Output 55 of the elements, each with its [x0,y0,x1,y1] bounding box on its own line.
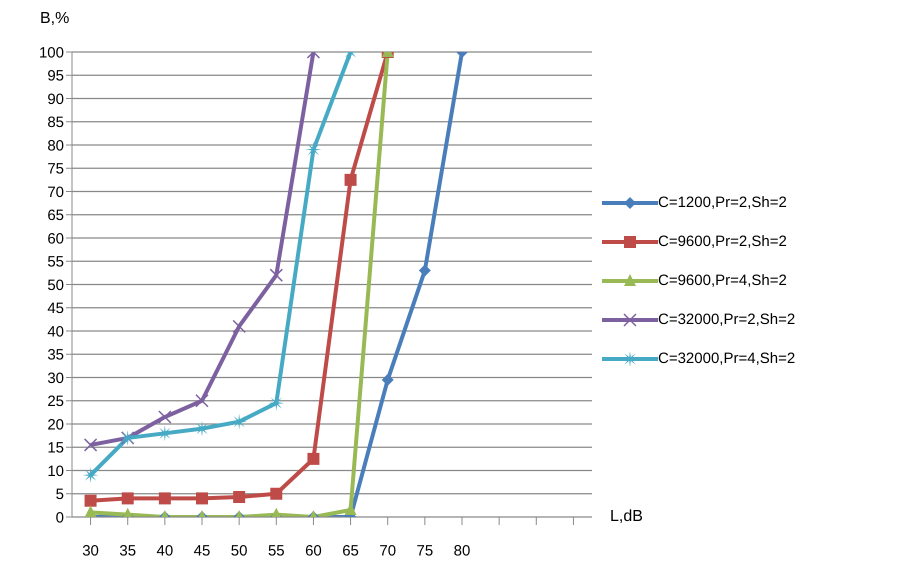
y-tick-label: 95 [47,68,64,85]
legend-label: C=9600,Pr=2,Sh=2 [658,233,787,250]
point [84,505,97,517]
legend-label: C=32000,Pr=4,Sh=2 [658,350,796,367]
y-tick-label: 30 [47,370,64,387]
y-tick-label: 45 [47,300,64,318]
legend-label: C=1200,Pr=2,Sh=2 [658,194,787,211]
point [82,467,99,484]
point [195,394,209,408]
y-tick-label: 80 [47,137,64,154]
y-tick-label: 75 [47,160,64,178]
x-tick-label: 70 [379,542,396,560]
point [382,374,394,386]
y-tick-label: 90 [47,90,64,108]
x-tick-label: 65 [342,542,359,560]
point [158,492,171,504]
legend-label: C=9600,Pr=4,Sh=2 [658,272,787,289]
y-axis-title: B,% [40,10,70,28]
y-tick-label: 0 [56,509,64,526]
y-tick-label: 100 [38,44,64,62]
y-tick-label: 55 [47,254,64,271]
y-tick-label: 65 [47,207,64,224]
y-tick-label: 15 [47,440,64,457]
x-tick-label: 35 [119,542,136,560]
y-tick-label: 35 [47,346,64,364]
point [418,264,431,277]
point [232,320,246,334]
y-tick-label: 25 [47,393,64,410]
x-tick-label: 80 [454,542,470,560]
point [307,452,320,465]
x-tick-label: 75 [416,542,434,560]
y-tick-label: 5 [56,486,64,504]
point [233,491,246,504]
y-tick-label: 50 [47,276,64,294]
y-tick-label: 70 [47,184,64,201]
x-tick-label: 55 [268,542,285,560]
x-tick-label: 60 [305,542,322,560]
x-tick-label: 40 [156,542,174,560]
x-axis-title: L,dB [610,508,643,526]
y-tick-label: 20 [47,416,64,434]
y-tick-label: 60 [47,230,64,248]
x-tick-label: 50 [230,542,248,560]
point [270,268,284,282]
legend-label: C=32000,Pr=2,Sh=2 [658,311,796,328]
x-tick-label: 45 [194,542,210,560]
x-tick-label: 30 [82,542,99,560]
point [270,488,282,500]
y-tick-label: 10 [47,462,64,480]
point [122,492,134,504]
point [158,410,172,424]
point [84,438,98,452]
y-tick-label: 40 [47,323,64,340]
y-tick-label: 85 [47,114,64,132]
point [196,492,208,504]
point [84,494,97,507]
